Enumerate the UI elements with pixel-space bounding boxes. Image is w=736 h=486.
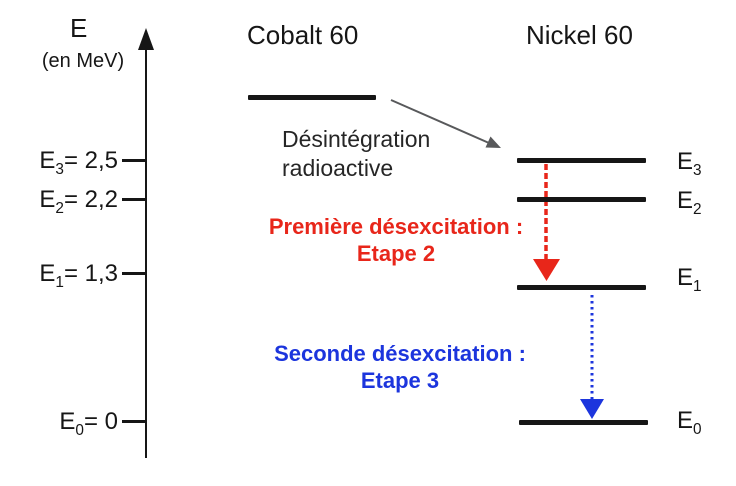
axis-tick-label-e1: E1= 1,3 xyxy=(6,259,118,291)
level-label-base: E xyxy=(677,407,694,434)
axis-tick-label-e2: E2= 2,2 xyxy=(6,185,118,217)
tick-label-sub: 3 xyxy=(55,160,64,178)
level-label-sub: 0 xyxy=(693,420,702,438)
level-label-sub: 2 xyxy=(693,200,702,218)
level-label-base: E xyxy=(677,148,694,175)
cobalt-60-title: Cobalt 60 xyxy=(247,20,359,50)
level-label-sub: 3 xyxy=(693,161,702,179)
tick-label-value: = 0 xyxy=(83,408,118,435)
nickel-level-e0-bar xyxy=(519,420,648,425)
decay-annotation-line1: Désintégration xyxy=(282,126,431,152)
decay-annotation: Désintégration radioactive xyxy=(282,125,430,183)
level-label-e2: E2 xyxy=(677,187,702,218)
axis-tick-e1 xyxy=(122,272,147,275)
nickel-level-e1-bar xyxy=(517,285,646,290)
nickel-60-title: Nickel 60 xyxy=(526,20,633,50)
axis-tick-label-e0: E0= 0 xyxy=(6,407,118,439)
second-deexcitation-line1: Seconde désexcitation : xyxy=(274,341,526,366)
axis-tick-e0 xyxy=(122,420,147,423)
second-deexcitation-line2: Etape 3 xyxy=(360,368,440,393)
tick-label-sub: 2 xyxy=(55,199,64,217)
tick-label-base: E xyxy=(39,147,56,174)
energy-axis xyxy=(145,38,147,458)
decay-arrow-head-icon xyxy=(485,136,501,148)
first-deexcitation-line2: Etape 2 xyxy=(356,241,436,266)
axis-tick-e2 xyxy=(122,198,147,201)
first-deexcitation-annotation: Première désexcitation : Etape 2 xyxy=(246,213,546,267)
tick-label-value: = 2,2 xyxy=(63,186,118,213)
level-label-e1: E1 xyxy=(677,264,702,295)
tick-label-value: = 1,3 xyxy=(63,260,118,287)
decay-annotation-line2: radioactive xyxy=(282,155,394,181)
tick-label-sub: 0 xyxy=(75,421,84,439)
level-label-e0: E0 xyxy=(677,407,702,438)
level-label-base: E xyxy=(677,264,694,291)
axis-unit-label: (en MeV) xyxy=(41,50,125,72)
tick-label-value: = 2,5 xyxy=(63,147,118,174)
first-deexcitation-line1: Première désexcitation : xyxy=(268,214,524,239)
axis-tick-e3 xyxy=(122,159,147,162)
second-deexcitation-arrow-head-icon xyxy=(580,399,604,419)
tick-label-base: E xyxy=(39,260,56,287)
axis-tick-label-e3: E3= 2,5 xyxy=(6,146,118,178)
tick-label-sub: 1 xyxy=(55,273,64,291)
tick-label-base: E xyxy=(59,408,76,435)
axis-label: E xyxy=(70,13,88,43)
level-label-sub: 1 xyxy=(693,277,702,295)
nickel-level-e3-bar xyxy=(517,158,646,163)
cobalt-level-bar xyxy=(248,95,376,100)
nickel-level-e2-bar xyxy=(517,197,646,202)
second-deexcitation-annotation: Seconde désexcitation : Etape 3 xyxy=(250,340,550,394)
level-label-base: E xyxy=(677,187,694,214)
tick-label-base: E xyxy=(39,186,56,213)
level-label-e3: E3 xyxy=(677,148,702,179)
